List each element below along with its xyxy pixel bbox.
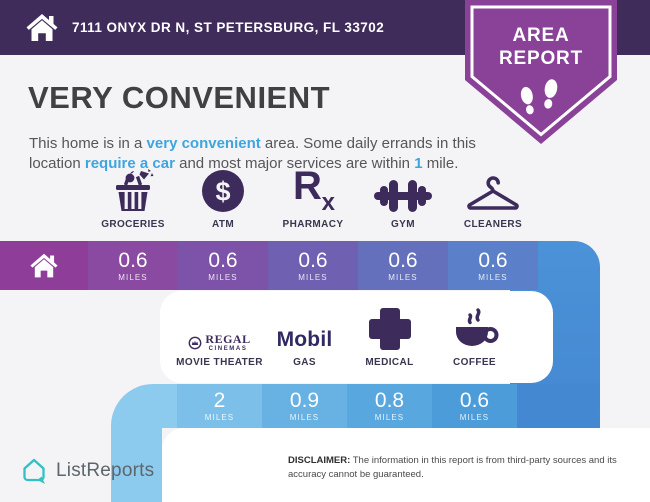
atm-icon: $ [200,162,246,214]
distance-band-1: 0.6 MILES 0.6 MILES 0.6 MILES 0.6 MILES 0.6 M… [0,241,538,290]
brand-name: ListReports [56,460,155,481]
disclaimer-label: DISCLAIMER: [288,455,351,466]
poi-label: GROCERIES [101,219,165,230]
distance-cell: 0.9 MILES [262,384,347,428]
route-connector-left [111,384,162,502]
coffee-cup-icon [450,304,500,352]
medical-cross-icon [367,304,413,352]
highlight-one: 1 [414,154,423,172]
distance-cell: 0.6 MILES [448,241,538,290]
poi-label: PHARMACY [282,219,344,230]
poi-pharmacy: R x PHARMACY [268,162,358,230]
poi-label: GYM [391,219,415,230]
poi-label: MEDICAL [365,357,414,368]
distance-cell: 0.6 MILES [178,241,268,290]
listreports-brand: ListReports [20,456,154,486]
area-report-badge: AREA REPORT [465,0,617,150]
distance-band-2: 2 MILES 0.9 MILES 0.8 MILES 0.6 MILES [162,384,600,428]
page-title: VERY CONVENIENT [28,80,331,115]
highlight-very-convenient: very convenient [146,135,261,152]
poi-gym: GYM [358,162,448,230]
home-icon [30,253,58,277]
poi-cleaners: CLEANERS [448,162,538,230]
poi-label: CLEANERS [463,219,523,230]
band-filler [162,384,177,428]
hanger-icon [464,162,522,214]
highlight-require-a-car: require a car [84,154,175,172]
distance-cell: 0.6 MILES [358,241,448,290]
badge-line2: REPORT [499,48,583,69]
disclaimer-text: DISCLAIMER: The information in this repo… [288,455,617,480]
mobil-logo: Mobil [276,328,333,351]
poi-label: ATM [211,219,235,230]
distance-cell: 0.6 MILES [432,384,517,428]
home-icon [24,12,60,44]
poi-label: GAS [293,357,316,368]
regal-crown-icon [189,336,202,349]
groceries-icon [108,162,158,214]
distance-cell: 0.6 MILES [268,241,358,290]
poi-gas: Mobil GAS [262,291,347,383]
distance-cell: 0.8 MILES [347,384,432,428]
svg-text:$: $ [215,177,230,207]
poi-atm: $ ATM [178,162,268,230]
poi-coffee: COFFEE [432,291,517,383]
dumbbell-icon [374,162,432,214]
band-tail [517,384,600,428]
listreports-logo-icon [23,458,45,484]
badge-pennant-shape [465,0,617,144]
property-address: 7111 ONYX DR N, ST PETERSBURG, FL 33702 [72,20,385,35]
band-home-cell [0,241,88,290]
footer-panel [162,428,650,502]
poi-row-2-card: REGAL CINEMAS MOVIE THEATER Mobil GAS ME… [160,291,553,383]
distance-cell: 0.6 MILES [88,241,178,290]
poi-label: MOVIE THEATER [176,357,263,368]
poi-row-1: GROCERIES $ ATM R x PHARMACY [88,162,538,230]
poi-groceries: GROCERIES [88,162,178,230]
distance-cell: 2 MILES [177,384,262,428]
regal-cinemas-logo: REGAL CINEMAS [188,304,250,352]
poi-medical: MEDICAL [347,291,432,383]
summary-text: This home is in a very convenient area. … [29,135,476,172]
pharmacy-rx-icon: R x [293,164,335,216]
badge-line1: AREA [512,25,570,46]
poi-movie-theater: REGAL CINEMAS MOVIE THEATER [176,291,263,383]
poi-label: COFFEE [453,357,496,368]
